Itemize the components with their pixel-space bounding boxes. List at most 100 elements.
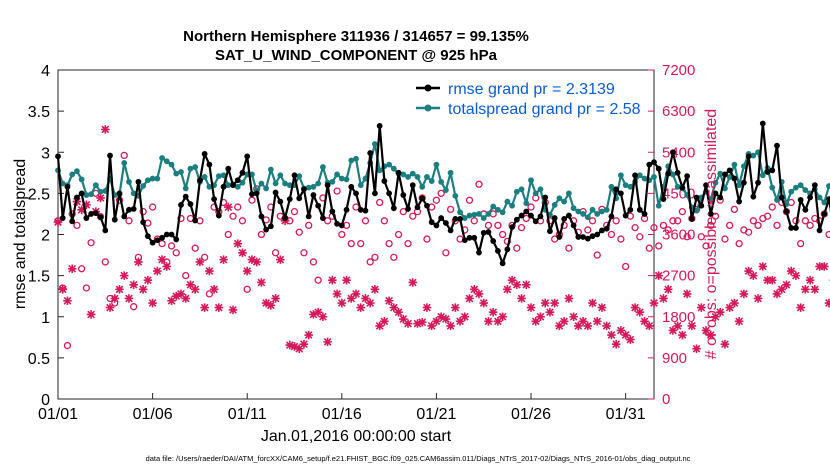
rmse-point (641, 211, 648, 217)
rmse-point (547, 228, 553, 235)
obs-assimilated-point (725, 303, 734, 312)
rmse-point (575, 234, 582, 240)
totalspread-point (490, 203, 497, 210)
rmse-point (684, 173, 691, 180)
obs-assimilated-point (304, 330, 313, 340)
y-tick-label-right: 4500 (662, 185, 695, 202)
obs-assimilated-point (465, 294, 474, 303)
obs-assimilated-point (588, 298, 597, 308)
rmse-point (580, 234, 586, 240)
rmse-point (249, 191, 255, 198)
rmse-point (187, 201, 194, 207)
totalspread-point (821, 199, 828, 206)
obs-assimilated-point (285, 340, 295, 350)
obs-possible-point (697, 233, 705, 241)
totalspread-point (641, 175, 648, 182)
chart-title-line1: Northern Hemisphere 311936 / 314657 = 99… (183, 28, 529, 45)
obs-possible-point (621, 262, 630, 271)
rmse-point (149, 239, 156, 246)
totalspread-point (816, 194, 823, 201)
obs-assimilated-point (564, 294, 574, 303)
obs-possible-point (707, 221, 715, 230)
rmse-point (395, 169, 402, 176)
totalspread-point (556, 195, 563, 202)
obs-possible-point (309, 258, 318, 266)
obs-possible-point (565, 244, 573, 252)
y-tick-label-right: 6300 (662, 103, 695, 120)
y-tick-label-left: 4 (41, 63, 50, 80)
rmse-point (490, 238, 497, 244)
rmse-point (258, 213, 265, 220)
rmse-point (688, 215, 695, 222)
obs-assimilated-point (153, 266, 162, 276)
rmse-point (367, 150, 374, 156)
rmse-point (78, 190, 85, 197)
obs-assimilated-point (744, 266, 753, 276)
obs-assimilated-point (389, 303, 399, 312)
y-tick-label-right: 900 (662, 350, 687, 367)
obs-assimilated-point (365, 298, 375, 308)
totalspread-point (774, 197, 780, 203)
rmse-point (353, 190, 359, 197)
obs-assimilated-point (309, 310, 318, 319)
rmse-point (192, 217, 199, 224)
obs-possible-point (305, 221, 313, 230)
rmse-point (234, 177, 241, 184)
obs-assimilated-point (574, 321, 583, 331)
obs-assimilated-point (214, 303, 224, 312)
rmse-point (324, 182, 331, 189)
rmse-point (674, 169, 681, 176)
rmse-point (570, 222, 577, 229)
obs-assimilated-point (276, 255, 285, 264)
rmse-point (197, 177, 203, 184)
totalspread-point (83, 192, 90, 198)
obs-assimilated-point (720, 339, 730, 349)
rmse-point (409, 182, 416, 189)
obs-assimilated-point (58, 285, 68, 294)
obs-assimilated-point (498, 312, 507, 322)
obs-assimilated-point (110, 294, 120, 303)
rmse-point (707, 211, 714, 217)
rmse-point (400, 192, 407, 198)
totalspread-point (92, 182, 99, 189)
rmse-point (121, 213, 128, 220)
totalspread-point (599, 208, 605, 215)
y-tick-label-left: 2 (41, 228, 50, 245)
obs-assimilated-point (205, 266, 214, 276)
rmse-point (282, 215, 288, 221)
rmse-point (722, 171, 728, 178)
x-tick-label: 01/21 (416, 406, 456, 423)
obs-assimilated-point (134, 257, 143, 267)
obs-assimilated-point (583, 321, 593, 331)
obs-possible-point (423, 235, 431, 243)
rmse-point (476, 249, 482, 256)
obs-assimilated-point (432, 317, 441, 326)
obs-assimilated-point (271, 294, 280, 303)
obs-assimilated-point (351, 289, 361, 299)
obs-assimilated-point (176, 289, 186, 299)
x-tick-label: 01/31 (606, 406, 646, 423)
totalspread-point (428, 178, 435, 184)
rmse-point (74, 194, 80, 201)
obs-possible-point (607, 230, 616, 239)
rmse-point (679, 184, 686, 191)
obs-assimilated-point (654, 271, 664, 280)
legend-spread-label: totalspread grand pr = 2.58 (448, 101, 641, 118)
obs-possible-point (442, 249, 450, 257)
obs-possible-point (182, 271, 190, 280)
rmse-point (565, 212, 572, 219)
rmse-point (703, 182, 709, 189)
rmse-point (499, 260, 506, 267)
totalspread-point (258, 180, 265, 187)
totalspread-point (310, 183, 317, 190)
obs-possible-point (243, 285, 251, 293)
rmse-point (83, 215, 90, 221)
obs-possible-point (617, 235, 625, 243)
totalspread-point (551, 201, 558, 208)
rmse-point (551, 215, 558, 221)
rmse-point (726, 167, 733, 174)
obs-assimilated-point (635, 307, 645, 317)
rmse-point (220, 183, 227, 190)
totalspread-point (485, 211, 492, 217)
obs-assimilated-point (730, 298, 739, 308)
